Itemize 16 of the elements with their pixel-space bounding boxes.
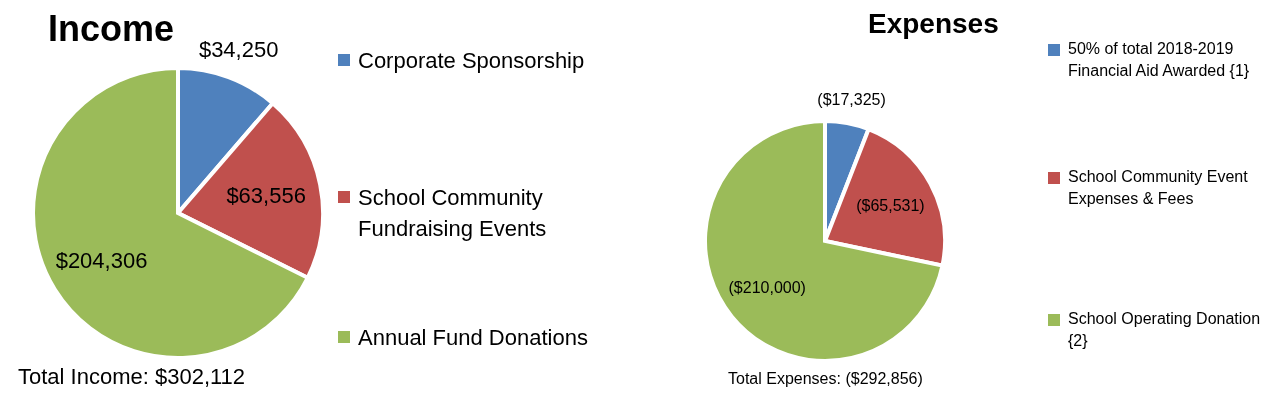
chart-title: Income bbox=[48, 8, 175, 50]
text: Total Expenses: ($292,856) bbox=[728, 370, 924, 388]
legend-label: School Community Fundraising Events bbox=[358, 184, 548, 243]
legend-label: School Community Event Expenses & Fees bbox=[1068, 167, 1249, 210]
data-label: ($65,531) bbox=[856, 197, 925, 215]
legend-label: Corporate Sponsorship bbox=[358, 47, 585, 75]
chart-title: Expenses bbox=[868, 8, 999, 40]
legend-label: 50% of total 2018-2019 Financial Aid Awarded {1} bbox=[1068, 39, 1251, 82]
text: Total Income: $302,112 bbox=[18, 364, 247, 390]
data-label: $204,306 bbox=[55, 247, 148, 273]
data-label: $34,250 bbox=[198, 37, 279, 63]
data-label: $63,556 bbox=[226, 182, 306, 208]
legend-label: Annual Fund Donations bbox=[358, 324, 588, 352]
data-label: ($210,000) bbox=[728, 279, 806, 297]
legend-label: School Operating Donation {2} bbox=[1068, 309, 1262, 352]
data-label: ($17,325) bbox=[817, 90, 886, 108]
